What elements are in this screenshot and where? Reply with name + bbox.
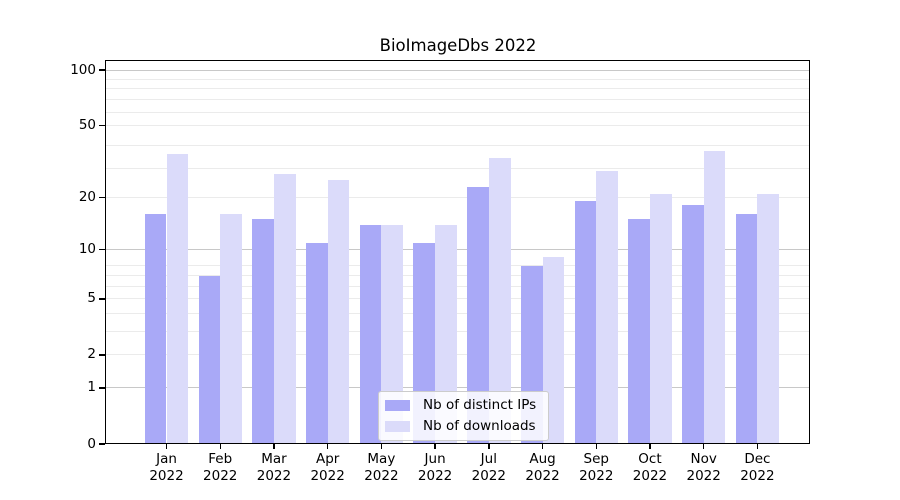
gridline-minor — [106, 99, 810, 101]
gridline-minor — [106, 298, 810, 300]
bar-downloads-dec — [757, 193, 780, 444]
legend-label-distinct-ips: Nb of distinct IPs — [423, 397, 537, 413]
bar-downloads-sep — [596, 171, 618, 444]
y-tick-mark — [99, 387, 105, 389]
x-tick-label: Oct 2022 — [632, 451, 668, 484]
y-tick-mark — [99, 69, 105, 71]
gridline-minor — [106, 275, 810, 277]
y-tick-label: 2 — [87, 346, 96, 363]
bar-downloads-oct — [649, 193, 672, 444]
x-tick-label: Aug 2022 — [525, 451, 560, 484]
y-tick-label: 50 — [78, 116, 96, 133]
legend-swatch-downloads-icon — [385, 420, 410, 432]
x-tick-mark — [434, 444, 436, 449]
legend-item-downloads: Nb of downloads — [385, 418, 536, 434]
bar-downloads-jun — [435, 224, 457, 444]
x-tick-mark — [595, 444, 597, 449]
gridline-minor — [106, 144, 810, 146]
x-tick-label: Jan 2022 — [149, 451, 184, 484]
gridline-minor — [106, 78, 810, 80]
bar-distinct-ips-nov — [682, 205, 704, 444]
x-tick-label: Nov 2022 — [686, 451, 721, 484]
gridline-minor — [106, 88, 810, 90]
y-tick-label: 1 — [87, 379, 96, 396]
legend-item-distinct-ips: Nb of distinct IPs — [385, 397, 536, 413]
x-tick-mark — [649, 444, 651, 449]
x-tick-label: Dec 2022 — [740, 451, 775, 484]
y-tick-mark — [99, 354, 105, 356]
legend-label-downloads: Nb of downloads — [423, 418, 536, 434]
y-tick-mark — [99, 443, 105, 445]
y-tick-mark — [99, 249, 105, 251]
bar-downloads-apr — [327, 180, 350, 444]
y-tick-mark — [99, 124, 105, 127]
y-tick-label: 100 — [70, 61, 96, 78]
bar-distinct-ips-oct — [628, 219, 650, 444]
x-tick-label: Feb 2022 — [203, 451, 238, 484]
bar-distinct-ips-sep — [574, 201, 597, 444]
x-tick-mark — [380, 444, 383, 449]
bar-downloads-nov — [703, 151, 726, 444]
bar-distinct-ips-feb — [198, 275, 221, 444]
bar-distinct-ips-may — [359, 224, 382, 444]
bar-downloads-may — [381, 224, 404, 444]
y-tick-label: 20 — [78, 188, 96, 205]
gridline-minor — [106, 265, 810, 267]
bar-distinct-ips-mar — [252, 219, 274, 444]
gridline-minor — [106, 196, 810, 198]
gridline-minor — [106, 313, 810, 315]
x-tick-mark — [165, 444, 168, 449]
x-tick-mark — [273, 444, 275, 449]
x-tick-label: Sep 2022 — [579, 451, 614, 484]
x-tick-mark — [488, 444, 490, 449]
x-tick-mark — [756, 444, 759, 449]
gridline-minor — [106, 167, 810, 169]
x-tick-label: Jun 2022 — [417, 451, 453, 484]
y-tick-mark — [99, 298, 105, 300]
gridline-minor — [106, 354, 810, 356]
y-tick-label: 10 — [78, 241, 96, 258]
bar-distinct-ips-dec — [735, 214, 758, 444]
bar-distinct-ips-jul — [467, 186, 489, 444]
legend: Nb of distinct IPs Nb of downloads — [378, 391, 550, 441]
gridline-minor — [106, 331, 810, 333]
gridline-minor — [106, 285, 810, 287]
bar-downloads-mar — [273, 174, 296, 444]
x-tick-mark — [703, 444, 705, 449]
bar-distinct-ips-apr — [305, 242, 328, 444]
gridline-minor — [106, 124, 810, 126]
bar-downloads-jul — [488, 158, 511, 444]
x-tick-label: Apr 2022 — [310, 451, 345, 484]
gridline-major — [106, 387, 810, 389]
x-tick-label: Mar 2022 — [256, 451, 292, 484]
x-tick-mark — [219, 444, 221, 449]
chart-title: BioImageDbs 2022 — [379, 36, 537, 55]
legend-swatch-distinct-ips-icon — [385, 399, 410, 411]
y-tick-label: 0 — [87, 435, 96, 452]
gridline-minor — [106, 111, 810, 113]
gridline-major — [106, 249, 810, 251]
bar-downloads-jan — [166, 153, 189, 444]
x-tick-mark — [326, 444, 329, 449]
x-tick-mark — [541, 444, 544, 449]
y-tick-label: 5 — [87, 290, 96, 307]
gridline-major — [106, 69, 810, 71]
bar-downloads-feb — [220, 214, 242, 444]
x-tick-label: May 2022 — [364, 451, 399, 484]
x-tick-label: Jul 2022 — [471, 451, 506, 484]
y-tick-mark — [99, 196, 105, 199]
bar-distinct-ips-jan — [144, 214, 167, 444]
